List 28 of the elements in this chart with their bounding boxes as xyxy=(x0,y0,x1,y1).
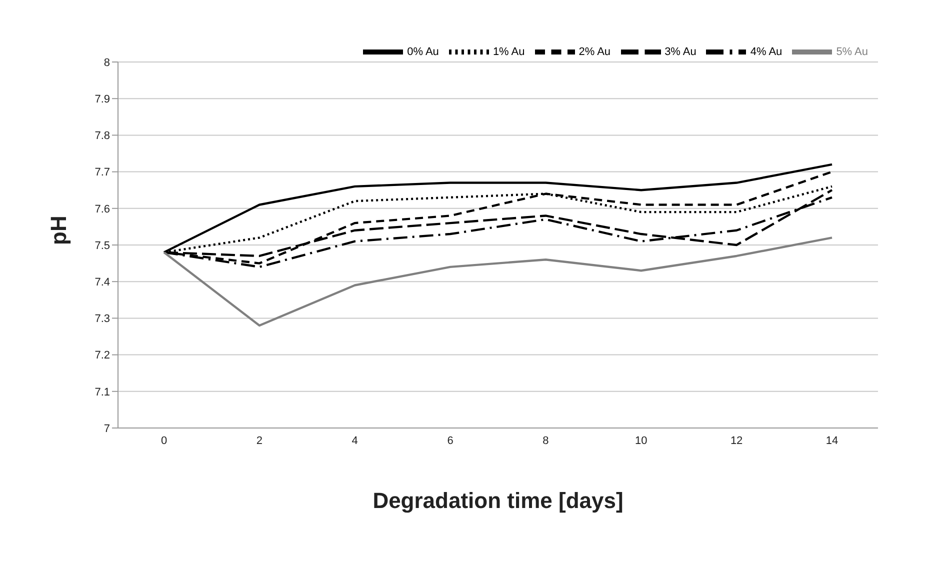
line-series xyxy=(162,236,834,327)
legend-label: 1% Au xyxy=(492,46,525,58)
legend-label: 2% Au xyxy=(578,46,611,58)
y-tick-label: 7.7 xyxy=(94,166,110,179)
legend-label: 5% Au xyxy=(836,46,868,58)
x-tick-label: 8 xyxy=(542,434,549,447)
y-tick-label: 7.3 xyxy=(94,313,110,326)
x-axis-title: Degradation time [days] xyxy=(372,488,624,513)
x-tick-label: 10 xyxy=(635,434,648,447)
y-tick-label: 7.8 xyxy=(94,130,110,142)
x-tick-label: 2 xyxy=(256,434,262,447)
y-tick-label: 7.5 xyxy=(94,240,110,252)
y-tick-label: 7.4 xyxy=(94,276,110,289)
y-tick-label: 8 xyxy=(104,56,110,69)
x-tick-label: 6 xyxy=(447,434,454,447)
x-tick-label: 14 xyxy=(826,434,838,447)
x-tick-label: 0 xyxy=(160,434,168,447)
legend-label: 4% Au xyxy=(750,46,782,58)
legend-label: 3% Au xyxy=(664,46,696,58)
x-tick-label: 4 xyxy=(352,434,358,447)
x-tick-label: 12 xyxy=(730,434,743,447)
y-tick-label: 7.9 xyxy=(94,94,110,106)
y-tick-label: 7.6 xyxy=(94,203,110,216)
y-tick-label: 7.2 xyxy=(94,350,110,362)
y-tick-label: 7.1 xyxy=(94,386,110,398)
legend-label: 0% Au xyxy=(407,46,439,58)
y-tick-label: 7 xyxy=(104,422,110,435)
y-axis-title: pH xyxy=(46,216,71,245)
